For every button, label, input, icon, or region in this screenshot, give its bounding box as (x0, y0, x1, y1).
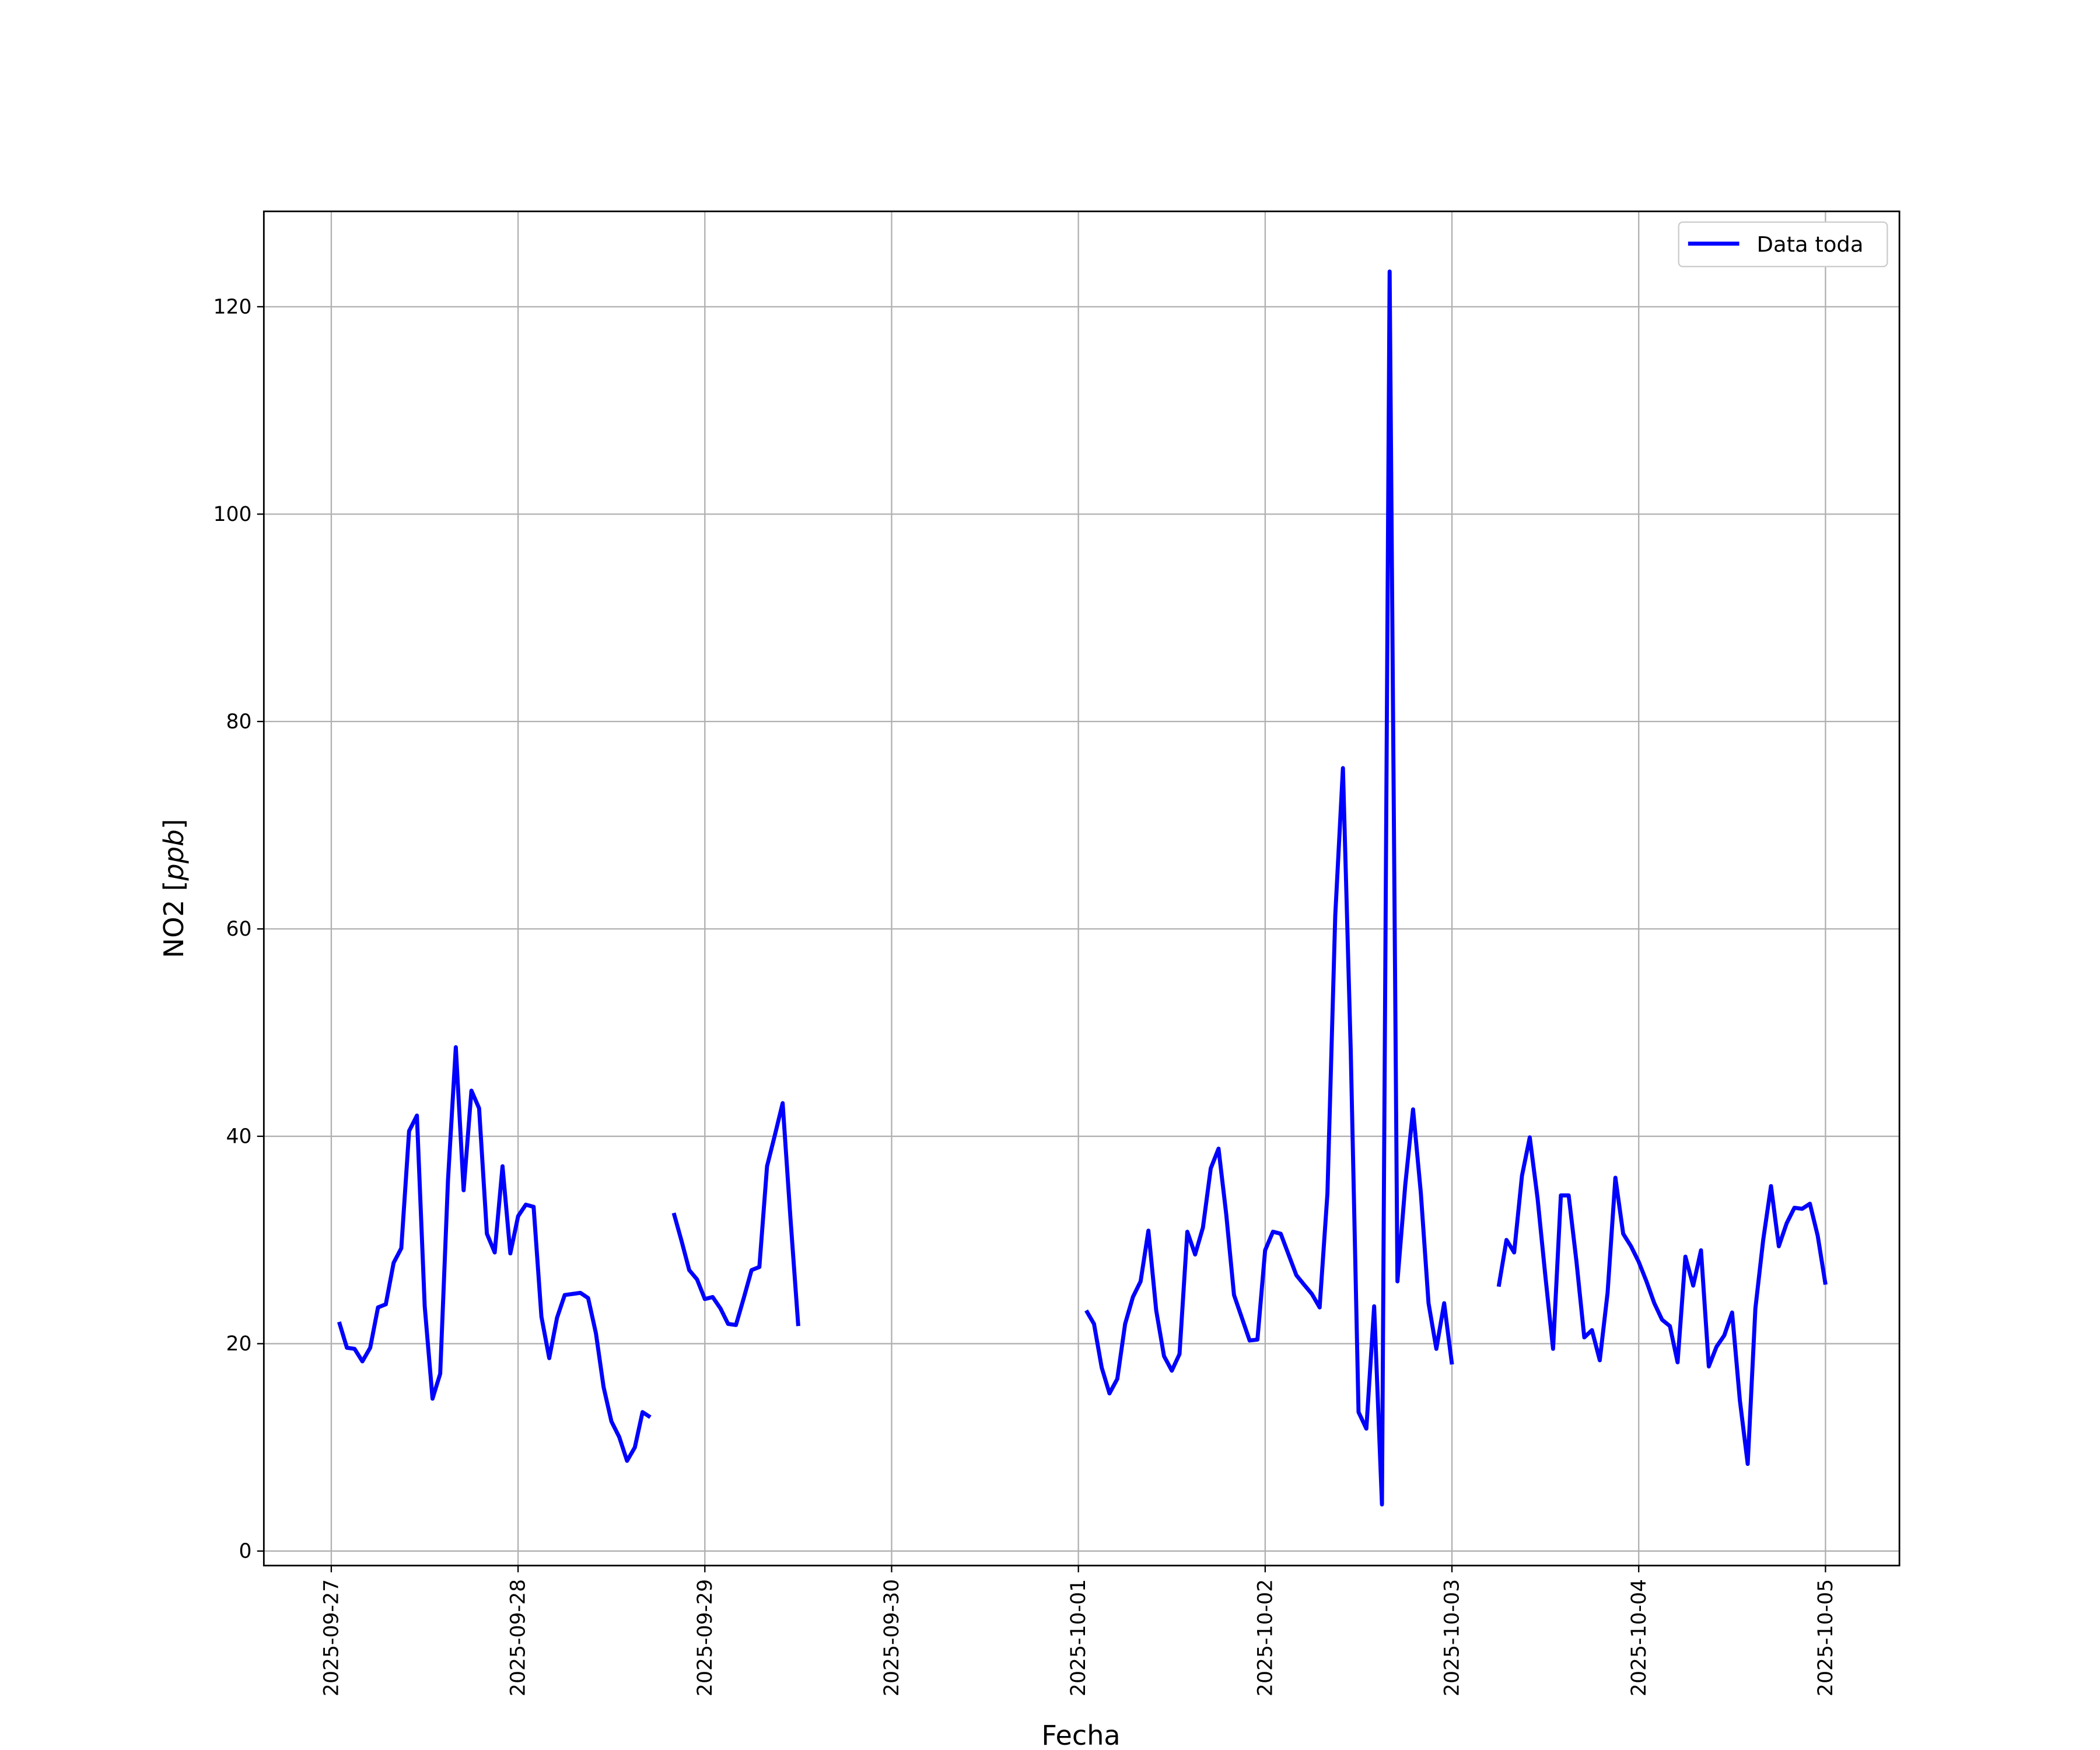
y-tick-label: 120 (213, 295, 251, 318)
x-tick-label: 2025-10-01 (1067, 1579, 1090, 1696)
ticks: 0 20 40 60 80 100 120 2025-09-27 2025-09-28 2025-… (213, 295, 1837, 1696)
y-tick-label: 60 (226, 918, 251, 941)
y-tick-label: 100 (213, 503, 251, 526)
y-tick-label: 40 (226, 1125, 251, 1148)
series-line-segment (671, 1101, 800, 1327)
x-tick-label: 2025-10-04 (1628, 1579, 1651, 1696)
x-tick-label: 2025-10-02 (1254, 1579, 1277, 1696)
grid (264, 211, 1900, 1566)
x-axis-label: Fecha (1041, 1720, 1120, 1750)
x-tick-label: 2025-09-27 (320, 1579, 343, 1696)
legend-box (1678, 221, 1888, 268)
y-tick-label: 20 (226, 1332, 251, 1356)
legend: Data toda (1678, 221, 1888, 268)
y-axis-label: NO2 [ppb] (158, 819, 190, 958)
series-line-segment (1084, 269, 1454, 1507)
y-tick-label: 0 (239, 1539, 252, 1563)
series-line-segment (1496, 1135, 1828, 1466)
x-tick-label: 2025-09-29 (694, 1579, 717, 1696)
series-line-segment (337, 1045, 652, 1463)
data-lines (337, 269, 1828, 1507)
x-tick-label: 2025-09-28 (507, 1579, 530, 1696)
x-tick-label: 2025-10-03 (1441, 1579, 1464, 1696)
legend-label: Data toda (1757, 232, 1864, 257)
x-tick-label: 2025-10-05 (1814, 1579, 1838, 1696)
axes-frame (262, 210, 1901, 1567)
y-tick-label: 80 (226, 710, 251, 733)
x-tick-label: 2025-09-30 (880, 1579, 904, 1696)
